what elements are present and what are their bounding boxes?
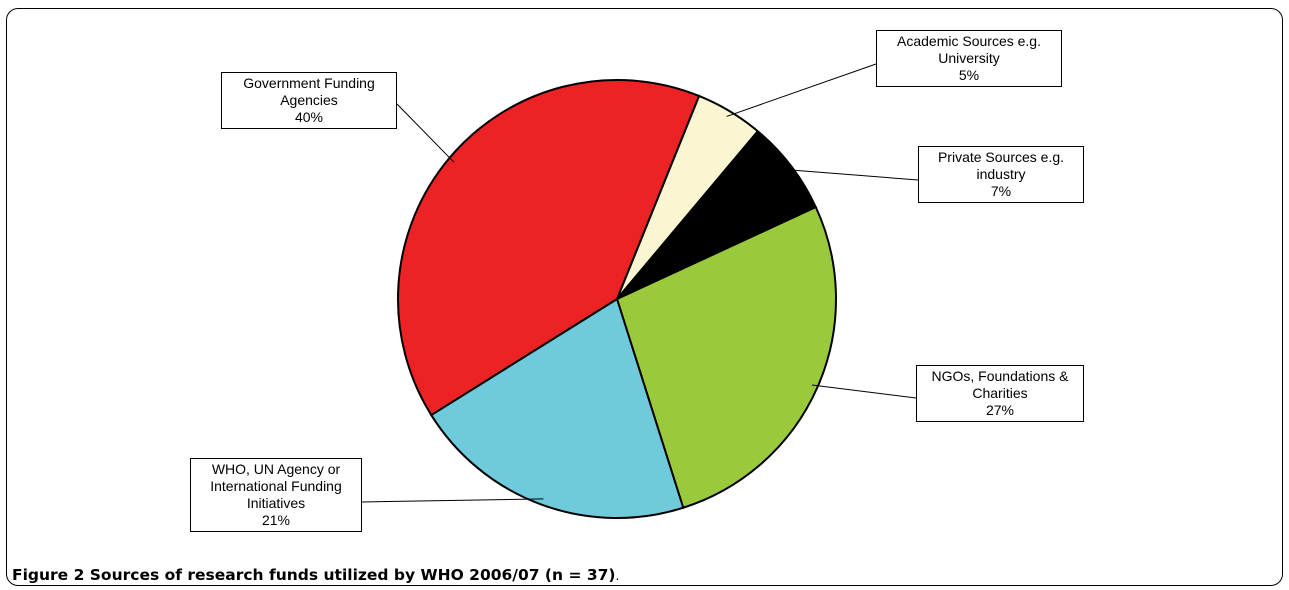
label-gov: Government Funding Agencies 40% <box>221 72 397 129</box>
leader-private <box>786 169 919 181</box>
leader-lines <box>361 63 919 503</box>
label-who: WHO, UN Agency or International Funding … <box>190 458 362 532</box>
label-ngo: NGOs, Foundations & Charities 27% <box>916 365 1084 422</box>
label-private: Private Sources e.g. industry 7% <box>918 146 1084 203</box>
leader-who <box>361 498 544 503</box>
leader-academic <box>726 63 877 117</box>
slice-ngo <box>615 205 837 510</box>
leader-ngo <box>811 384 917 399</box>
leader-gov <box>396 103 455 163</box>
figure-caption: Figure 2 Sources of research funds utili… <box>12 566 619 584</box>
pie-slices <box>396 79 837 519</box>
caption-text: Figure 2 Sources of research funds utili… <box>12 566 616 584</box>
caption-tail: . <box>615 569 620 583</box>
label-academic: Academic Sources e.g. University 5% <box>876 30 1062 87</box>
slice-who <box>429 297 685 519</box>
slice-gov <box>396 79 701 417</box>
figure-frame <box>6 8 1283 586</box>
